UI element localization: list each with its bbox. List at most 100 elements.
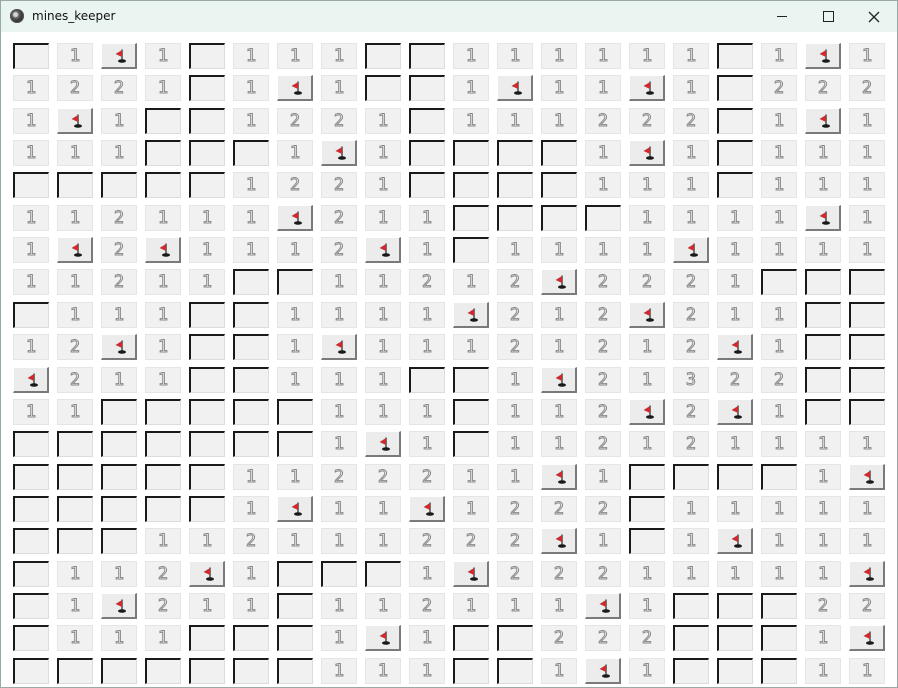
number-cell[interactable]: 2	[541, 625, 577, 651]
number-cell[interactable]: 2	[497, 269, 533, 295]
unrevealed-cell[interactable]	[409, 140, 445, 166]
number-cell[interactable]: 1	[541, 43, 577, 69]
number-cell[interactable]: 1	[277, 464, 313, 490]
unrevealed-cell[interactable]	[277, 593, 313, 619]
unrevealed-cell[interactable]	[805, 367, 841, 393]
flagged-cell[interactable]	[849, 464, 885, 490]
unrevealed-cell[interactable]	[541, 140, 577, 166]
unrevealed-cell[interactable]	[717, 172, 753, 198]
number-cell[interactable]: 1	[57, 561, 93, 587]
number-cell[interactable]: 1	[409, 334, 445, 360]
number-cell[interactable]: 1	[233, 464, 269, 490]
number-cell[interactable]: 1	[101, 367, 137, 393]
number-cell[interactable]: 1	[673, 43, 709, 69]
number-cell[interactable]: 1	[629, 334, 665, 360]
number-cell[interactable]: 1	[849, 140, 885, 166]
unrevealed-cell[interactable]	[453, 431, 489, 457]
number-cell[interactable]: 1	[365, 367, 401, 393]
number-cell[interactable]: 1	[409, 237, 445, 263]
number-cell[interactable]: 1	[233, 496, 269, 522]
number-cell[interactable]: 2	[585, 431, 621, 457]
number-cell[interactable]: 1	[805, 496, 841, 522]
number-cell[interactable]: 1	[189, 237, 225, 263]
unrevealed-cell[interactable]	[233, 367, 269, 393]
number-cell[interactable]: 1	[57, 399, 93, 425]
number-cell[interactable]: 1	[541, 399, 577, 425]
unrevealed-cell[interactable]	[233, 658, 269, 684]
unrevealed-cell[interactable]	[717, 75, 753, 101]
number-cell[interactable]: 2	[629, 108, 665, 134]
number-cell[interactable]: 2	[497, 334, 533, 360]
number-cell[interactable]: 2	[321, 172, 357, 198]
number-cell[interactable]: 1	[673, 561, 709, 587]
unrevealed-cell[interactable]	[849, 334, 885, 360]
flagged-cell[interactable]	[629, 140, 665, 166]
unrevealed-cell[interactable]	[189, 140, 225, 166]
flagged-cell[interactable]	[101, 593, 137, 619]
number-cell[interactable]: 2	[321, 205, 357, 231]
number-cell[interactable]: 1	[805, 237, 841, 263]
number-cell[interactable]: 1	[365, 334, 401, 360]
number-cell[interactable]: 1	[849, 658, 885, 684]
number-cell[interactable]: 1	[453, 464, 489, 490]
flagged-cell[interactable]	[57, 237, 93, 263]
number-cell[interactable]: 1	[57, 625, 93, 651]
number-cell[interactable]: 1	[629, 237, 665, 263]
number-cell[interactable]: 1	[673, 496, 709, 522]
flagged-cell[interactable]	[365, 237, 401, 263]
number-cell[interactable]: 2	[57, 75, 93, 101]
number-cell[interactable]: 1	[13, 75, 49, 101]
number-cell[interactable]: 1	[233, 43, 269, 69]
number-cell[interactable]: 1	[409, 625, 445, 651]
flagged-cell[interactable]	[541, 464, 577, 490]
unrevealed-cell[interactable]	[145, 108, 181, 134]
number-cell[interactable]: 1	[57, 302, 93, 328]
number-cell[interactable]: 2	[409, 528, 445, 554]
flagged-cell[interactable]	[849, 561, 885, 587]
number-cell[interactable]: 1	[497, 43, 533, 69]
number-cell[interactable]: 1	[673, 140, 709, 166]
number-cell[interactable]: 2	[101, 237, 137, 263]
number-cell[interactable]: 1	[145, 43, 181, 69]
number-cell[interactable]: 2	[673, 334, 709, 360]
number-cell[interactable]: 1	[761, 561, 797, 587]
number-cell[interactable]: 1	[805, 625, 841, 651]
unrevealed-cell[interactable]	[101, 172, 137, 198]
number-cell[interactable]: 1	[717, 269, 753, 295]
number-cell[interactable]: 1	[805, 431, 841, 457]
unrevealed-cell[interactable]	[409, 367, 445, 393]
number-cell[interactable]: 2	[321, 237, 357, 263]
unrevealed-cell[interactable]	[233, 140, 269, 166]
unrevealed-cell[interactable]	[13, 172, 49, 198]
number-cell[interactable]: 1	[145, 302, 181, 328]
number-cell[interactable]: 1	[717, 561, 753, 587]
number-cell[interactable]: 2	[673, 269, 709, 295]
unrevealed-cell[interactable]	[13, 561, 49, 587]
number-cell[interactable]: 1	[365, 140, 401, 166]
number-cell[interactable]: 2	[453, 528, 489, 554]
number-cell[interactable]: 1	[321, 593, 357, 619]
number-cell[interactable]: 1	[585, 237, 621, 263]
number-cell[interactable]: 1	[541, 108, 577, 134]
unrevealed-cell[interactable]	[57, 172, 93, 198]
number-cell[interactable]: 1	[585, 43, 621, 69]
number-cell[interactable]: 1	[453, 108, 489, 134]
number-cell[interactable]: 2	[277, 172, 313, 198]
number-cell[interactable]: 1	[233, 75, 269, 101]
number-cell[interactable]: 1	[541, 658, 577, 684]
number-cell[interactable]: 2	[805, 593, 841, 619]
unrevealed-cell[interactable]	[761, 464, 797, 490]
unrevealed-cell[interactable]	[497, 205, 533, 231]
unrevealed-cell[interactable]	[189, 496, 225, 522]
number-cell[interactable]: 1	[805, 464, 841, 490]
number-cell[interactable]: 1	[189, 593, 225, 619]
minimize-button[interactable]	[759, 1, 805, 32]
number-cell[interactable]: 1	[365, 108, 401, 134]
unrevealed-cell[interactable]	[233, 334, 269, 360]
flagged-cell[interactable]	[849, 625, 885, 651]
number-cell[interactable]: 2	[629, 269, 665, 295]
number-cell[interactable]: 2	[101, 75, 137, 101]
number-cell[interactable]: 1	[629, 172, 665, 198]
unrevealed-cell[interactable]	[717, 108, 753, 134]
number-cell[interactable]: 1	[145, 528, 181, 554]
